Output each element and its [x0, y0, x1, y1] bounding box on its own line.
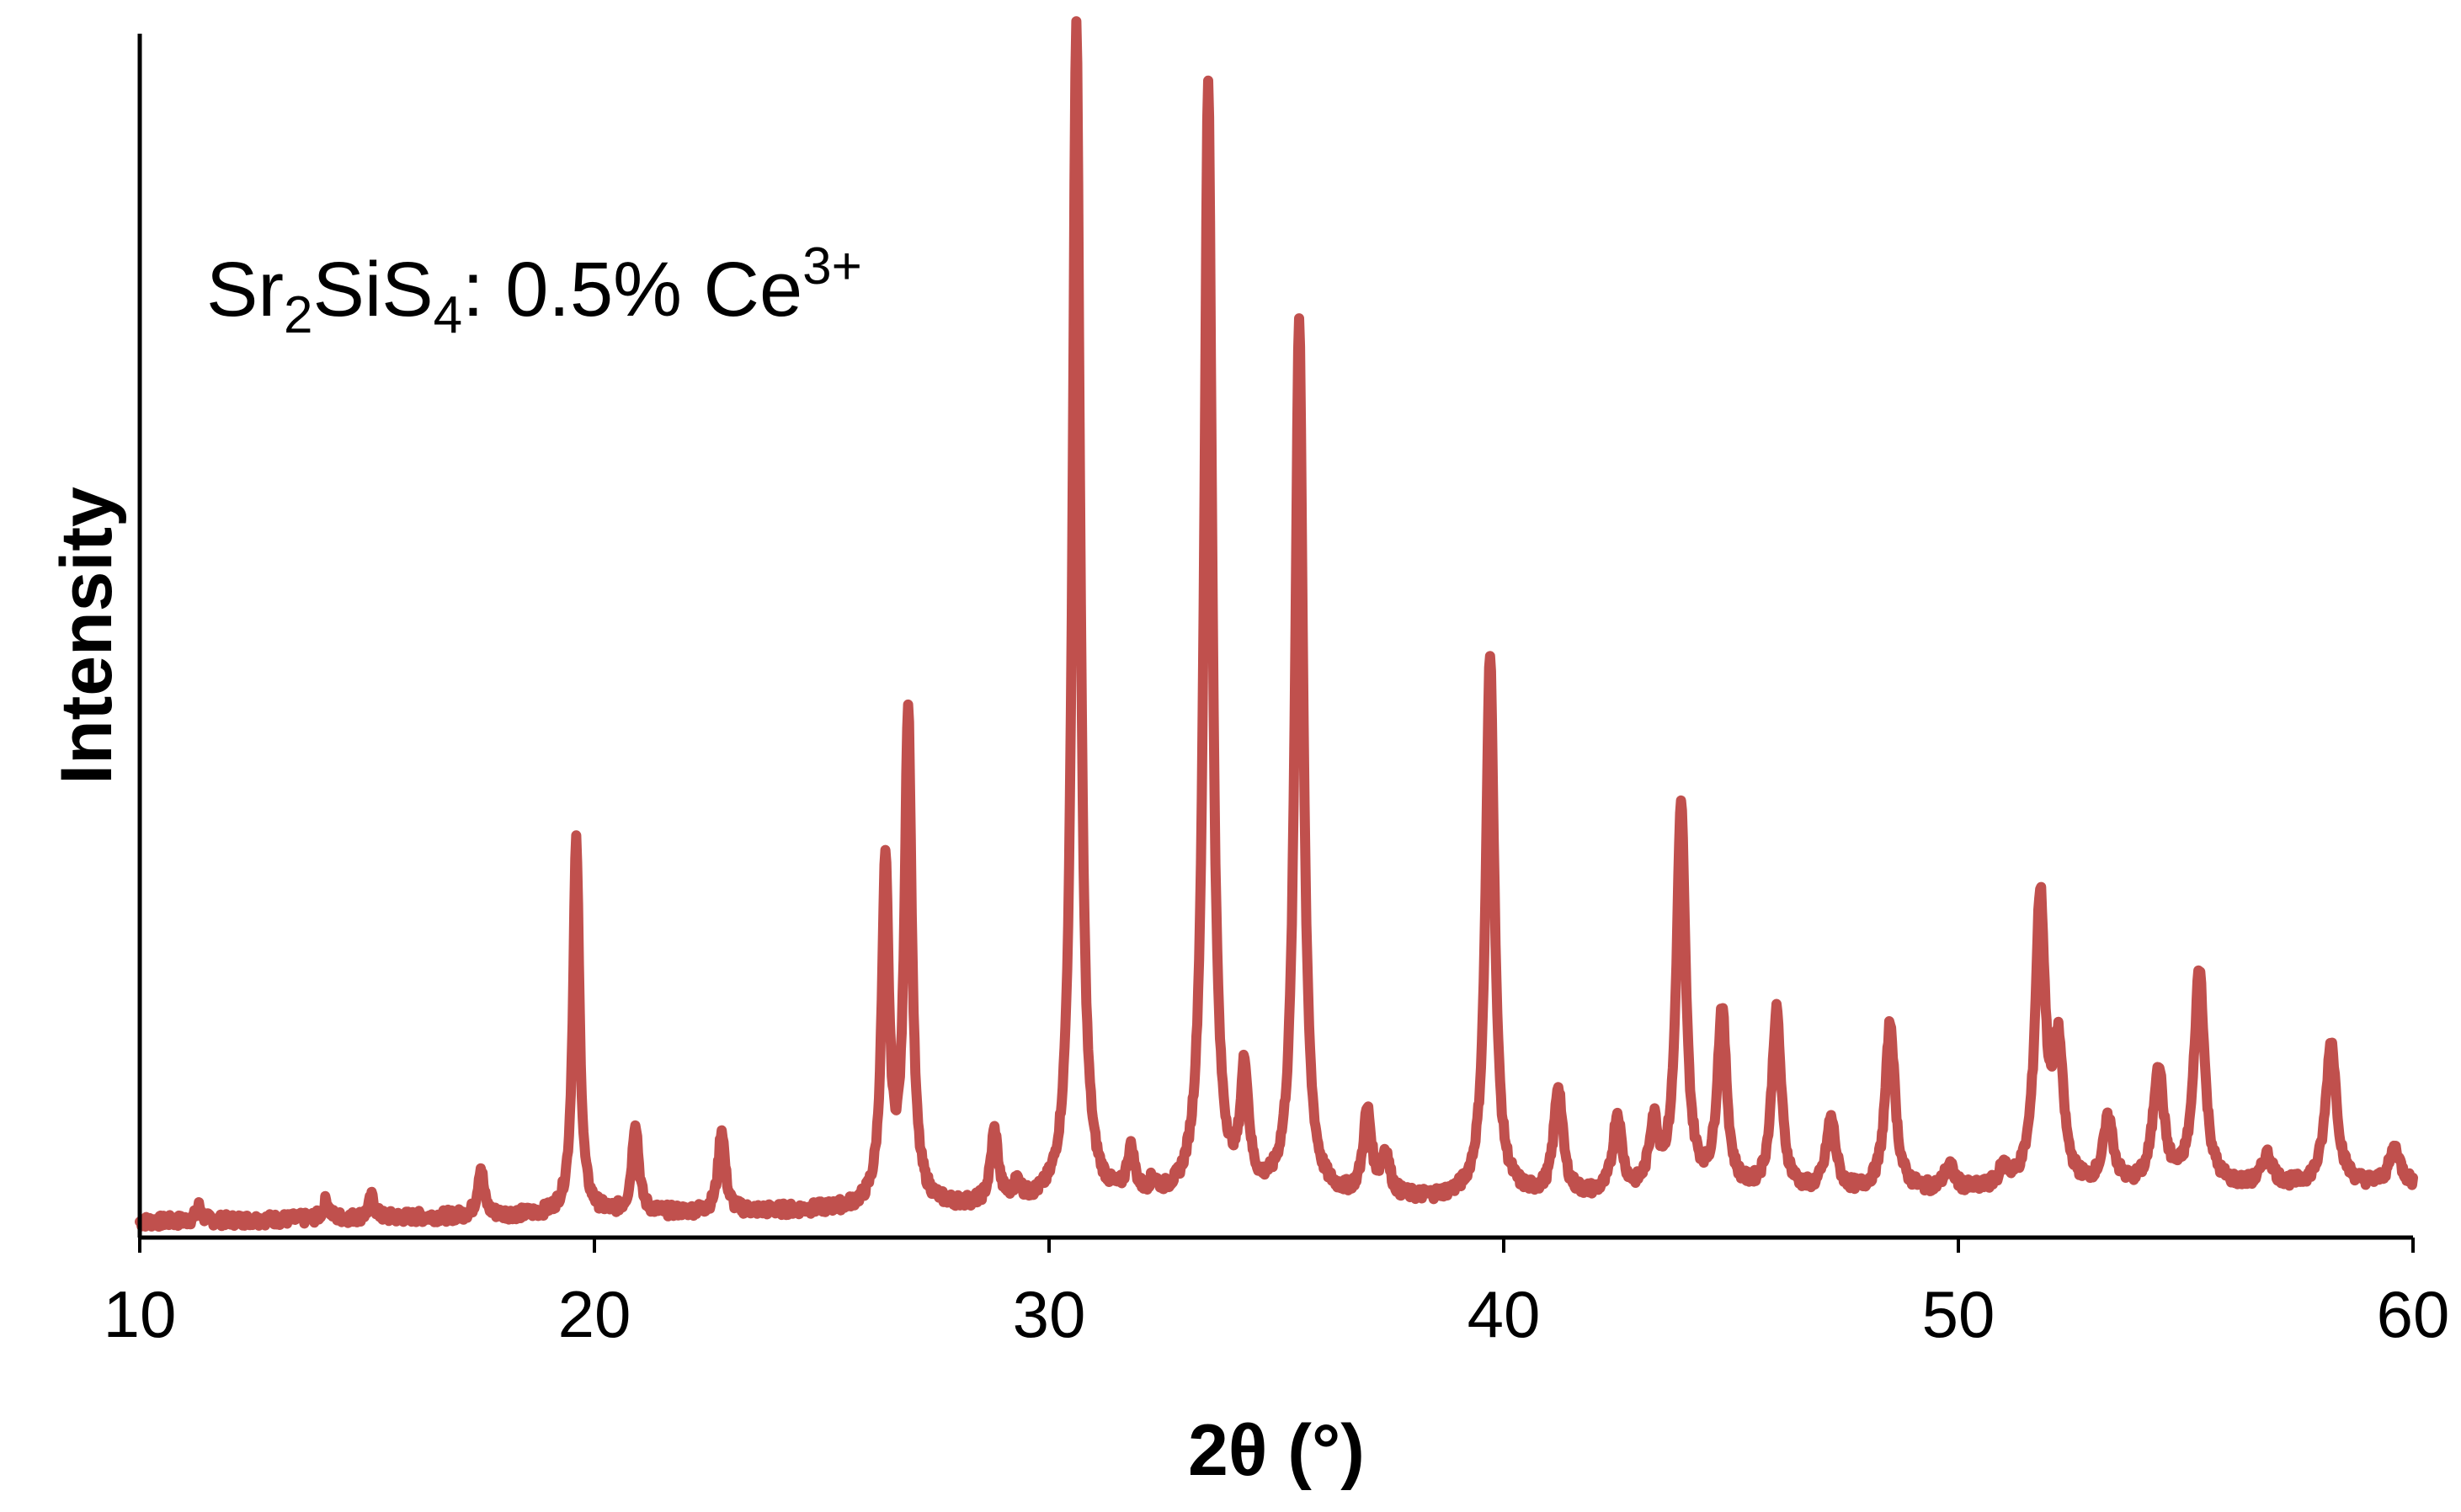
x-tick-label: 40 — [1468, 1277, 1541, 1351]
xrd-series-line — [135, 16, 2418, 1232]
x-tick-label: 10 — [104, 1277, 177, 1351]
x-tick-label: 50 — [1922, 1277, 1995, 1351]
x-tick-label: 30 — [1013, 1277, 1086, 1351]
x-tick-label: 60 — [2377, 1277, 2450, 1351]
sample-annotation: Sr2SiS4: 0.5% Ce3+ — [206, 237, 862, 344]
x-tick-label: 20 — [558, 1277, 631, 1351]
x-axis-title: 2θ (°) — [1188, 1410, 1365, 1491]
x-ticks: 10 20 30 40 50 60 — [104, 1238, 2450, 1351]
y-axis-title: Intensity — [46, 487, 127, 785]
trace-layer — [135, 16, 2418, 1232]
